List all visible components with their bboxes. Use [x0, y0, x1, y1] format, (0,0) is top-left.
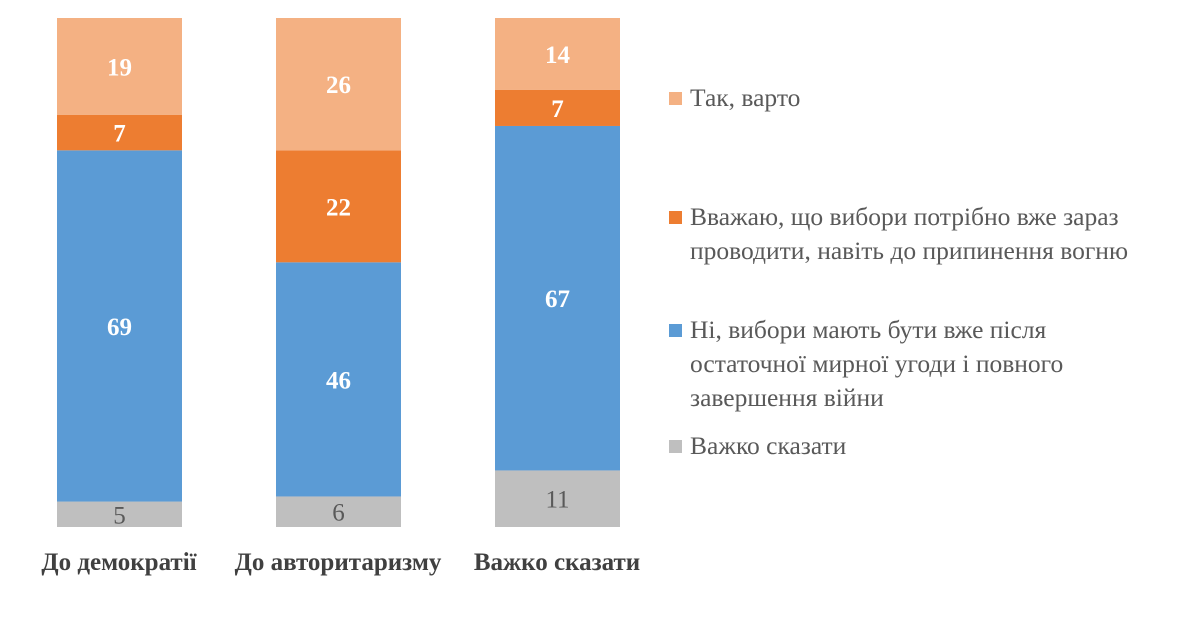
legend-item-now: Вважаю, що вибори потрібно вже зараз про… [669, 200, 1199, 268]
data-label: 14 [545, 42, 571, 69]
data-label: 7 [113, 121, 126, 148]
data-label: 46 [326, 367, 351, 394]
data-label: 11 [545, 487, 569, 514]
data-label: 22 [326, 194, 351, 221]
data-label: 26 [326, 72, 351, 99]
legend-item-hard-to-say: Важко сказати [669, 429, 1199, 463]
bar-segment [495, 125, 620, 471]
data-label: 19 [107, 54, 132, 81]
bar-segment [276, 18, 401, 151]
legend-label: Вважаю, що вибори потрібно вже зараз про… [690, 202, 1128, 265]
legend-item-yes: Так, варто [669, 81, 1199, 115]
category-label-authoritarianism: До авторитаризму [234, 549, 442, 576]
legend-label: Так, варто [690, 83, 801, 112]
bar-segment [495, 89, 620, 126]
bar-segment [57, 150, 182, 502]
legend-swatch [669, 440, 682, 453]
legend-swatch [669, 92, 682, 105]
bar-segment [57, 114, 182, 151]
legend-swatch [669, 211, 682, 224]
data-label: 5 [113, 502, 126, 529]
bar-segment [495, 18, 620, 90]
bar-segment [495, 470, 620, 527]
bar-segment [276, 496, 401, 527]
bar-segment [276, 150, 401, 263]
category-label-democracy: До демократії [41, 549, 197, 576]
data-label: 67 [545, 286, 570, 313]
data-label: 69 [107, 314, 132, 341]
bar-segment [57, 501, 182, 527]
bar-segment [276, 262, 401, 497]
legend-item-after-peace: Ні, вибори мають бути вже після остаточн… [669, 313, 1199, 415]
legend-label: Ні, вибори мають бути вже після остаточн… [690, 315, 1064, 412]
data-label: 7 [551, 96, 564, 123]
bar-segment [57, 18, 182, 115]
legend-label: Важко сказати [690, 431, 847, 460]
data-label: 6 [332, 500, 345, 527]
legend-swatch [669, 324, 682, 337]
category-label-hard-to-say: Важко сказати [473, 549, 641, 576]
